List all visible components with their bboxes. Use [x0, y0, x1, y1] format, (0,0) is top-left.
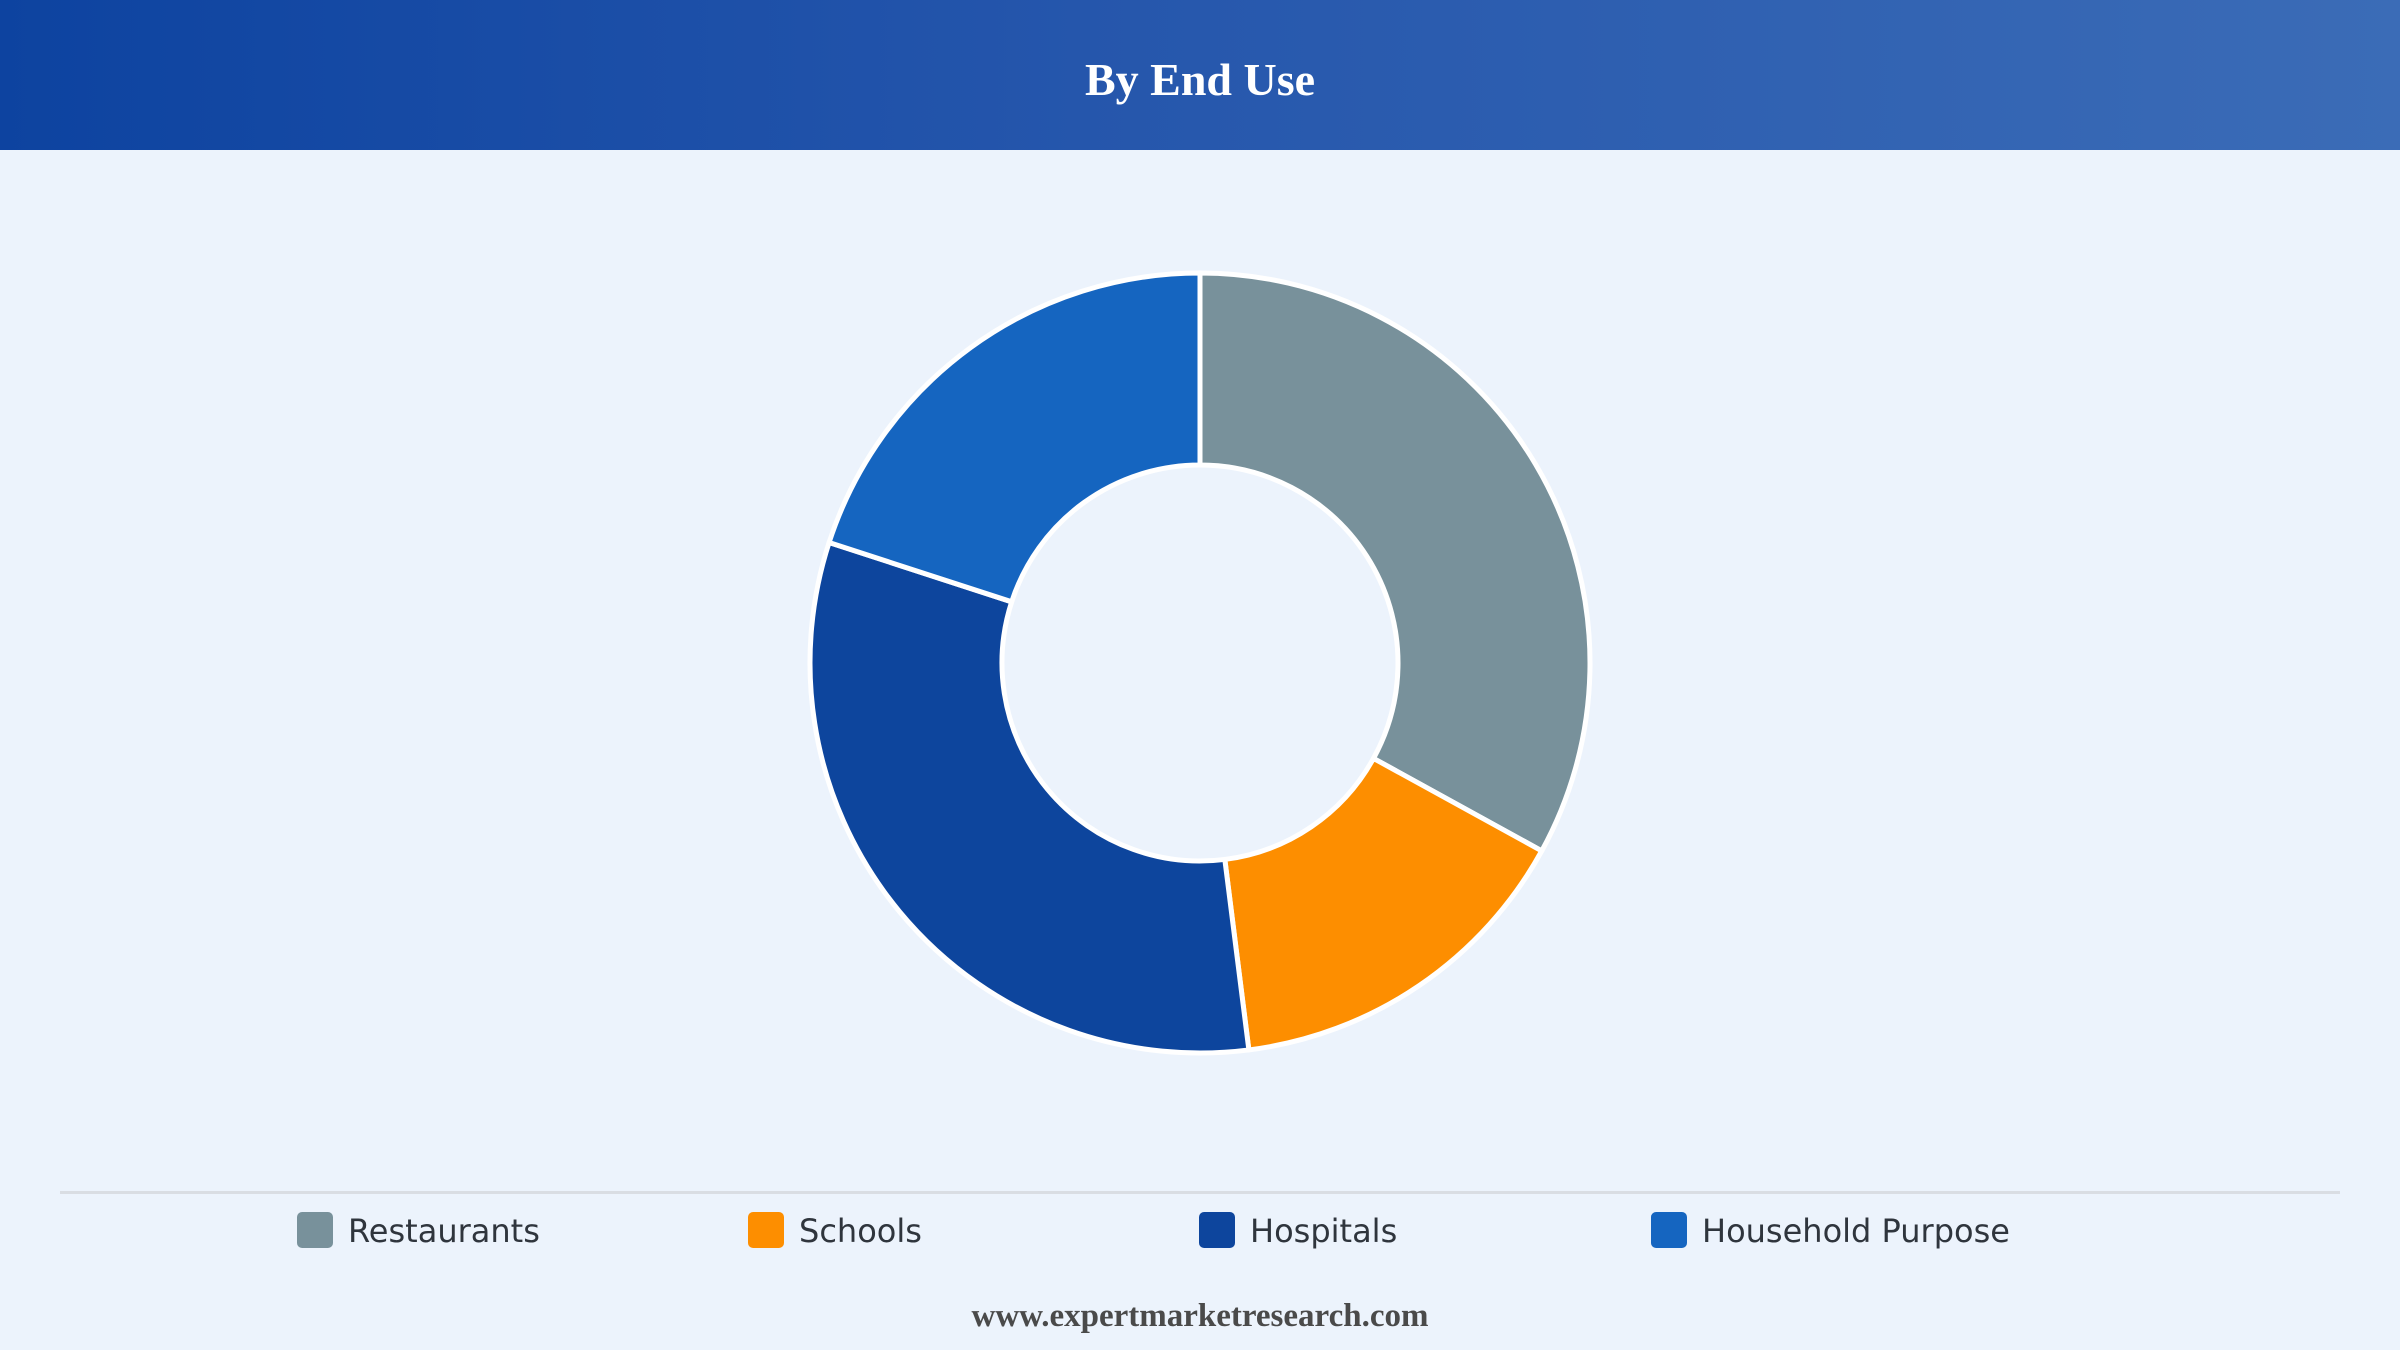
chart-legend: Restaurants Schools Hospitals Household … — [0, 1212, 2400, 1252]
legend-label-hospitals: Hospitals — [1250, 1212, 1398, 1250]
chart-title: By End Use — [1084, 54, 1316, 105]
legend-divider — [60, 1191, 2340, 1194]
legend-swatch-schools — [748, 1212, 784, 1248]
legend-swatch-household-purpose — [1651, 1212, 1687, 1248]
donut-slice-household-purpose[interactable] — [826, 270, 1203, 605]
legend-label-schools: Schools — [799, 1212, 922, 1250]
legend-label-restaurants: Restaurants — [348, 1212, 540, 1250]
legend-swatch-restaurants — [297, 1212, 333, 1248]
donut-slice-schools[interactable] — [1222, 755, 1545, 1053]
donut-slice-restaurants[interactable] — [1197, 270, 1593, 854]
source-url: www.expertmarketresearch.com — [971, 1298, 1429, 1334]
legend-swatch-hospitals — [1199, 1212, 1235, 1248]
title-banner — [0, 0, 2400, 150]
donut-chart — [807, 270, 1593, 1056]
donut-slice-hospitals[interactable] — [807, 539, 1252, 1056]
legend-label-household-purpose: Household Purpose — [1702, 1212, 2010, 1250]
